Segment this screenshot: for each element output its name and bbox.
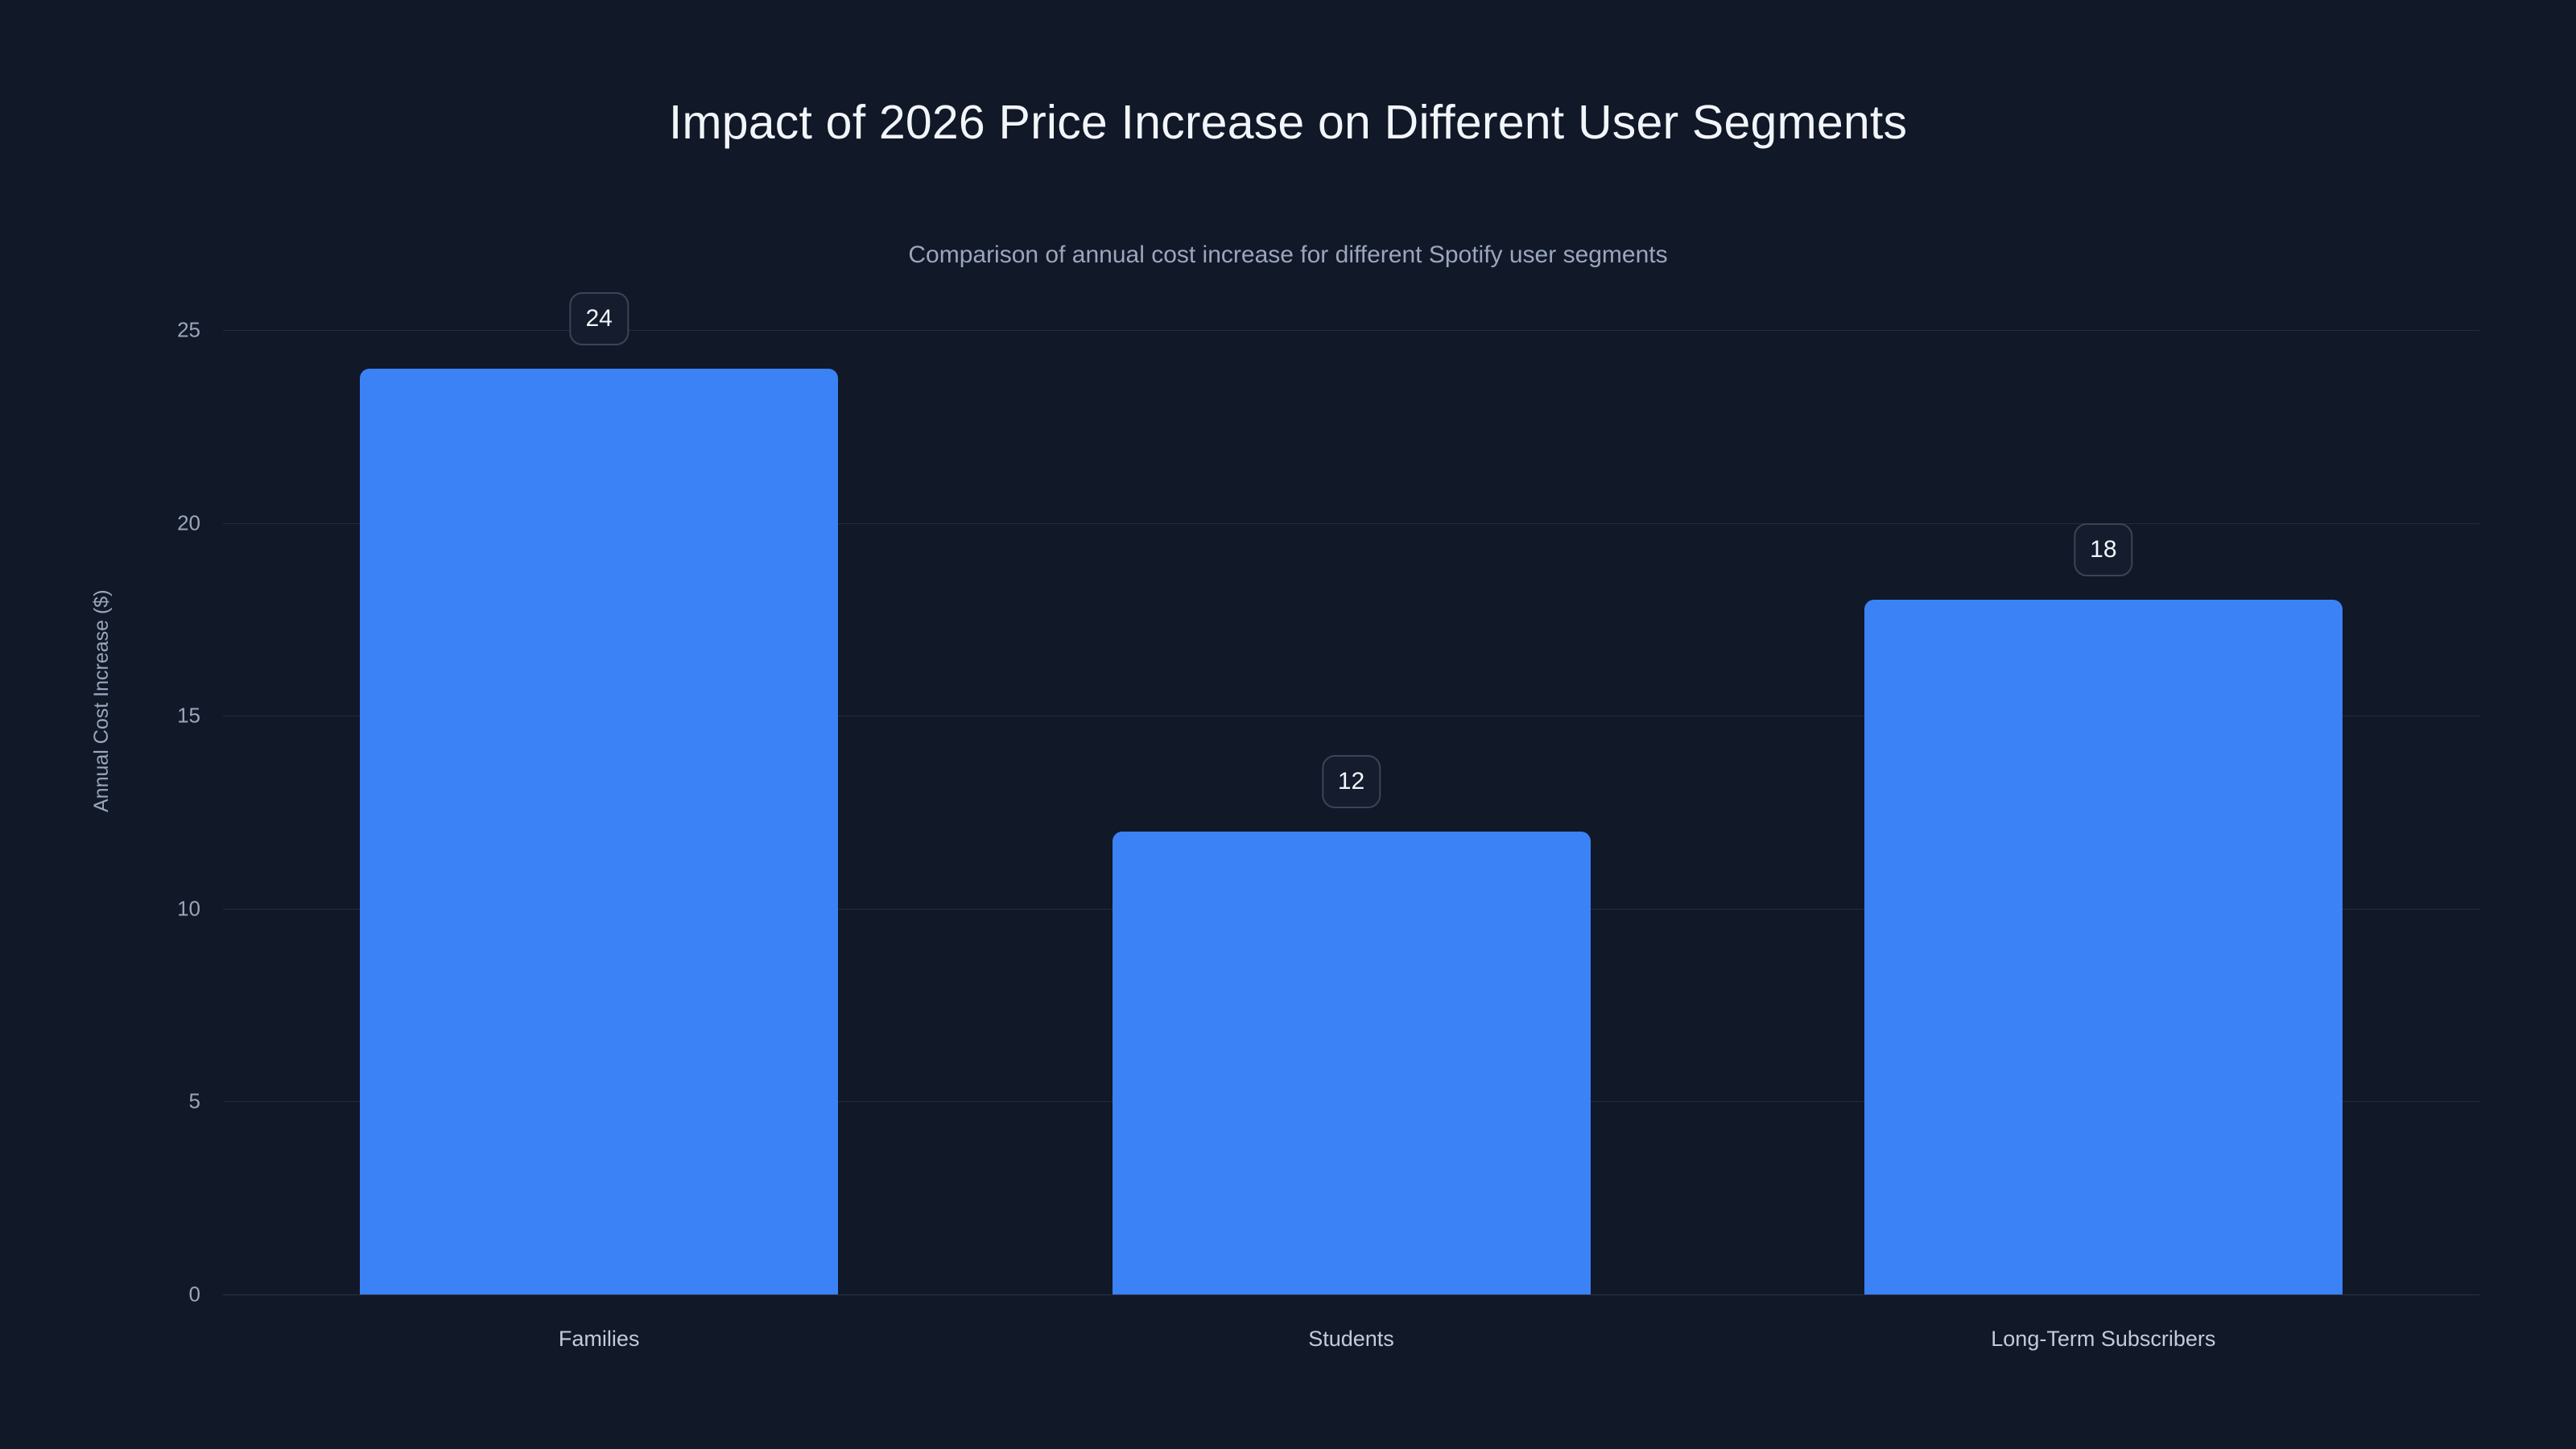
- y-axis-tick-label: 15: [177, 703, 200, 728]
- x-axis-tick-label: Students: [1308, 1327, 1394, 1351]
- chart-subtitle: Comparison of annual cost increase for d…: [908, 242, 1668, 268]
- x-axis-tick-label: Families: [558, 1327, 640, 1351]
- bar[interactable]: [1112, 831, 1591, 1294]
- y-axis-tick-label: 5: [188, 1088, 200, 1113]
- chart-title: Impact of 2026 Price Increase on Differe…: [668, 96, 1908, 149]
- bar-value-label: 24: [569, 291, 629, 345]
- bar[interactable]: [360, 368, 839, 1294]
- bar-value-label: 12: [1321, 754, 1381, 808]
- gridline: [223, 1294, 2479, 1295]
- gridline: [223, 523, 2479, 524]
- y-axis-tick-label: 10: [177, 896, 200, 921]
- gridline: [223, 330, 2479, 331]
- bar-value-label: 18: [2074, 523, 2133, 577]
- x-axis-tick-label: Long-Term Subscribers: [1991, 1327, 2216, 1351]
- bar[interactable]: [1864, 600, 2343, 1294]
- y-axis-title: Annual Cost Increase ($): [90, 589, 113, 812]
- y-axis-tick-label: 25: [177, 317, 200, 342]
- y-axis-tick-label: 0: [188, 1282, 200, 1307]
- y-axis-tick-label: 20: [177, 510, 200, 535]
